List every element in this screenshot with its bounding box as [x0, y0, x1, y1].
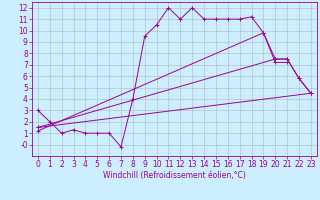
X-axis label: Windchill (Refroidissement éolien,°C): Windchill (Refroidissement éolien,°C)	[103, 171, 246, 180]
